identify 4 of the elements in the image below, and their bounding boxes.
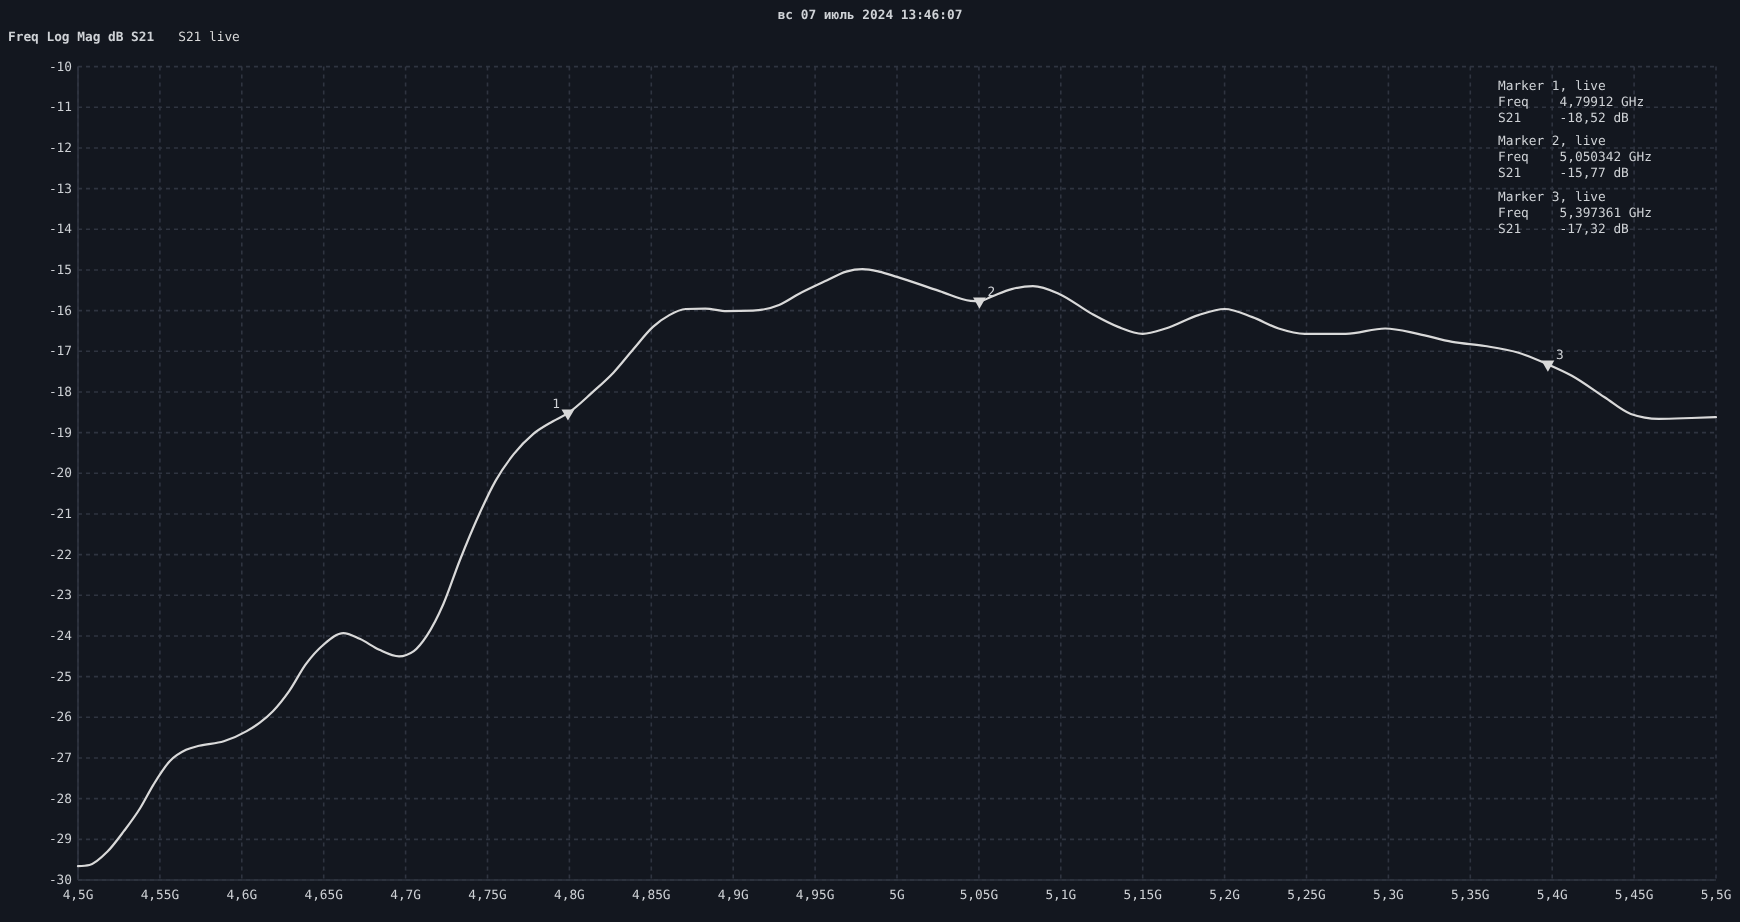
point <box>1541 360 1555 372</box>
point <box>561 409 575 421</box>
line-series <box>76 268 1718 868</box>
point <box>973 297 986 309</box>
